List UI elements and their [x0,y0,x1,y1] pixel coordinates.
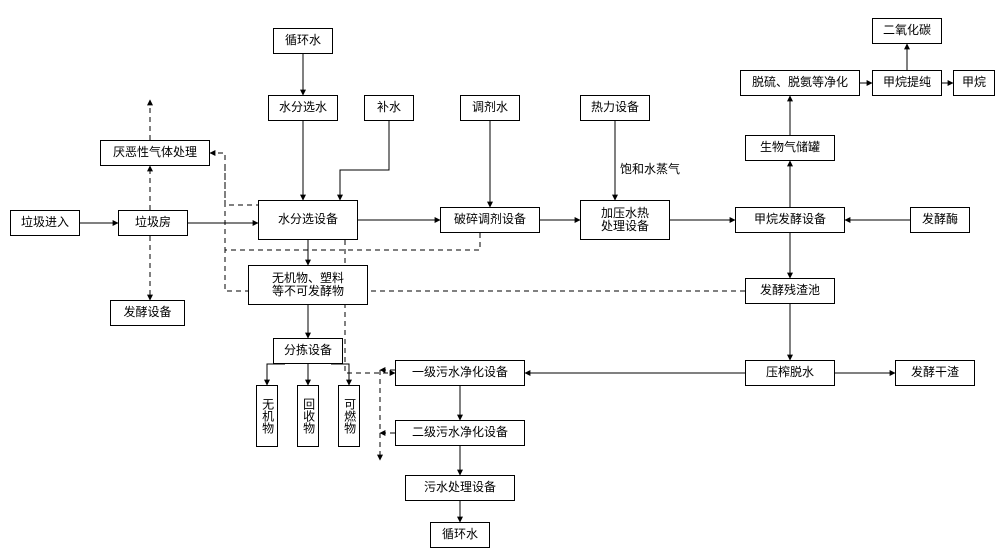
node-biogas-storage: 生物气储罐 [745,135,835,161]
node-non-fermentable: 无机物、塑料 等不可发酵物 [248,265,368,305]
node-water-select-water: 水分选水 [268,95,338,121]
node-combustible-out: 可燃物 [338,385,360,447]
node-pressure-hydro: 加压水热 处理设备 [580,200,670,240]
node-odor-treat: 厌恶性气体处理 [100,140,210,166]
node-ferment-residue: 发酵残渣池 [745,278,835,304]
label-steam: 饱和水蒸气 [620,160,680,177]
flowchart-canvas: 循环水 水分选水 补水 调剂水 热力设备 二氧化碳 脱硫、脱氨等净化 甲烷提纯 … [0,0,1000,560]
node-recycle-out: 回收物 [297,385,319,447]
node-press-dehydrate: 压榨脱水 [745,360,835,386]
node-tiaoji-water: 调剂水 [460,95,520,121]
node-wastewater-l1: 一级污水净化设备 [395,360,525,386]
node-wastewater-l2: 二级污水净化设备 [395,420,525,446]
node-crush-adjust: 破碎调剂设备 [440,207,540,233]
node-cycwater-bot: 循环水 [430,522,490,548]
node-methane-purify: 甲烷提纯 [872,70,942,96]
node-cycwater-top: 循环水 [273,28,333,54]
node-methane: 甲烷 [953,70,995,96]
node-desulfurize: 脱硫、脱氨等净化 [740,70,860,96]
node-water-select-equip: 水分选设备 [258,200,358,240]
node-ferment-equip: 发酵设备 [110,300,185,326]
node-sorting-equip: 分拣设备 [273,338,343,364]
node-thermal-equip: 热力设备 [580,95,650,121]
node-inorganic-out: 无机物 [256,385,278,447]
node-methane-ferment: 甲烷发酵设备 [735,207,845,233]
node-co2: 二氧化碳 [872,18,942,44]
node-garbage-room: 垃圾房 [118,210,188,236]
node-garbage-in: 垃圾进入 [10,210,80,236]
node-enzyme: 发酵酶 [910,207,970,233]
node-sewage-treat: 污水处理设备 [405,475,515,501]
node-ferment-dregs: 发酵干渣 [895,360,975,386]
node-bushui: 补水 [364,95,414,121]
